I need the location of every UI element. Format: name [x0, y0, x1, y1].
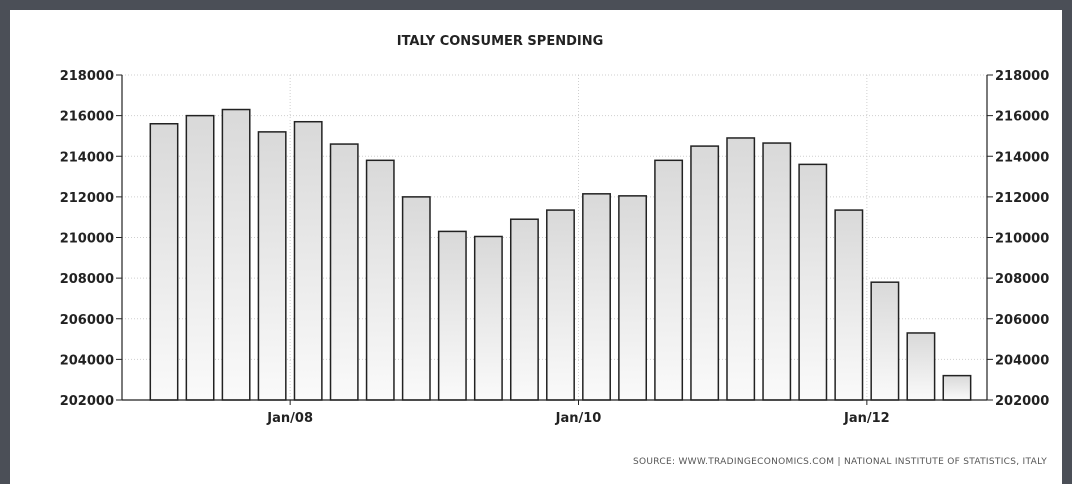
x-tick-label: Jan/10: [555, 411, 602, 426]
bar: [582, 193, 611, 401]
bar: [690, 145, 720, 401]
y-tick-label-right: 204000: [995, 353, 1049, 368]
y-tick-label-left: 202000: [60, 394, 114, 409]
y-tick-label-left: 208000: [60, 272, 114, 287]
y-tick-label-right: 214000: [995, 150, 1049, 165]
bar: [329, 143, 359, 401]
source-note: SOURCE: WWW.TRADINGECONOMICS.COM | NATIO…: [633, 457, 1047, 467]
y-tick-label-left: 210000: [60, 232, 114, 247]
y-tick-label-left: 206000: [60, 313, 114, 328]
x-tick-label: Jan/08: [266, 411, 313, 426]
y-axis-left: 218000 216000 214000 212000 210000 208000 2060…: [60, 69, 122, 409]
x-axis: Jan/08 Jan/10 Jan/12: [266, 400, 890, 426]
chart-title: ITALY CONSUMER SPENDING: [397, 34, 604, 49]
bars: [149, 108, 972, 401]
y-axis-right: 218000 216000 214000 212000 210000 208000 2060…: [987, 69, 1049, 409]
bar: [437, 230, 467, 401]
bar: [762, 142, 792, 401]
y-tick-label-left: 214000: [60, 150, 114, 165]
bar: [509, 218, 539, 401]
y-tick-label-right: 218000: [995, 69, 1049, 84]
bar: [185, 114, 215, 401]
y-tick-label-left: 212000: [60, 191, 114, 206]
bar: [654, 159, 684, 401]
bar: [618, 195, 648, 401]
bar: [149, 123, 179, 401]
bar: [942, 374, 972, 401]
bar: [546, 209, 575, 401]
y-tick-label-left: 218000: [60, 69, 114, 84]
y-tick-label-left: 204000: [60, 353, 114, 368]
y-tick-label-right: 206000: [995, 313, 1049, 328]
y-tick-label-right: 212000: [995, 191, 1049, 206]
bar: [221, 108, 251, 401]
y-tick-label-right: 208000: [995, 272, 1049, 287]
bar: [473, 235, 503, 401]
bar: [906, 332, 936, 401]
bar: [726, 137, 756, 401]
x-tick-label: Jan/12: [843, 411, 890, 426]
bar: [798, 163, 828, 401]
y-tick-label-left: 216000: [60, 110, 114, 125]
chart-svg: ITALY CONSUMER SPENDING 218000 216000 2140…: [60, 34, 1050, 467]
bar: [293, 120, 323, 401]
bar: [257, 131, 287, 401]
bar: [834, 209, 864, 401]
bar: [870, 281, 900, 401]
y-tick-label-right: 210000: [995, 232, 1049, 247]
bar: [401, 196, 431, 401]
y-tick-label-right: 216000: [995, 110, 1049, 125]
y-tick-label-right: 202000: [995, 394, 1049, 409]
bar: [365, 159, 395, 401]
chart-frame: ITALY CONSUMER SPENDING 218000 216000 2140…: [10, 10, 1062, 484]
